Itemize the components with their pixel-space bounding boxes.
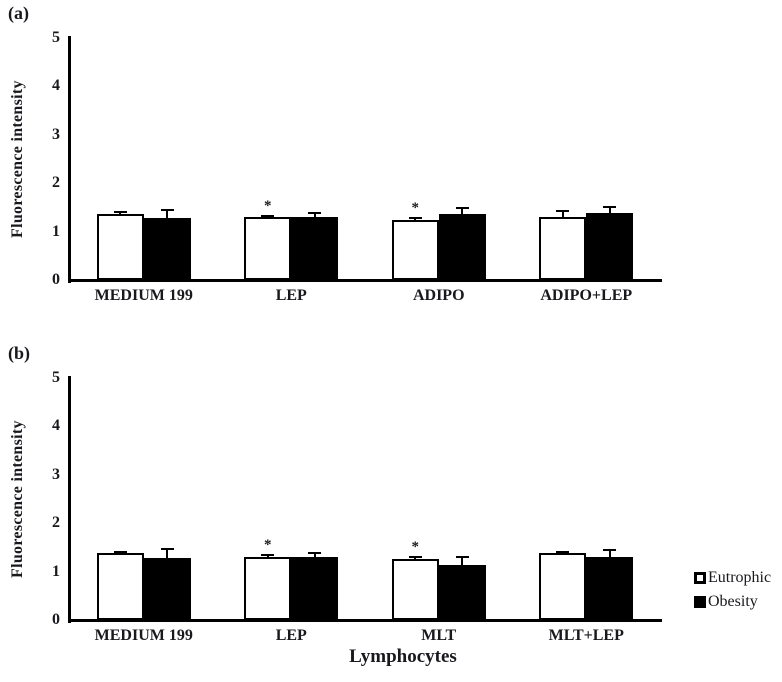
bar-eutrophic-lep [244, 217, 292, 280]
legend-label-eutrophic: Eutrophic [708, 568, 772, 586]
error-bar-cap-eutrophic-lep [261, 214, 275, 217]
y-tick-label-3: 3 [52, 465, 60, 483]
error-bar-cap-eutrophic-mlt-lep [556, 550, 570, 553]
legend-item-obesity: Obesity [694, 592, 771, 611]
y-tick-label-4: 4 [52, 77, 60, 95]
category-label-lep: LEP [275, 627, 307, 644]
error-bar-obesity-medium-199 [166, 549, 169, 558]
bar-obesity-medium-199 [143, 218, 191, 280]
error-bar-cap-eutrophic-lep [261, 554, 275, 557]
y-tick-label-0: 0 [52, 611, 60, 628]
error-bar-obesity-mlt [461, 557, 464, 565]
y-tick-label-1: 1 [52, 222, 60, 240]
bar-eutrophic-medium-199 [96, 213, 144, 280]
error-bar-obesity-lep [313, 213, 316, 218]
error-bar-cap-eutrophic-mlt [408, 556, 422, 559]
bar-chart-a: 0 1 2 3 4 5 MEDIUM 199 LEP * ADIPO * ADIPO+LEP [0, 0, 782, 340]
error-bar-cap-obesity-medium-199 [160, 208, 174, 211]
y-tick-label-5: 5 [52, 369, 60, 386]
category-label-medium-199: MEDIUM 199 [94, 627, 193, 644]
category-label-mlt-lep: MLT+LEP [548, 627, 624, 644]
error-bar-cap-eutrophic-adipo [408, 217, 422, 220]
legend-item-eutrophic: Eutrophic [694, 568, 771, 587]
x-axis-line [68, 279, 662, 282]
legend-label-obesity: Obesity [708, 592, 758, 610]
y-tick-label-2: 2 [52, 174, 60, 192]
error-bar-cap-obesity-mlt-lep [603, 548, 617, 551]
panel-a: (a) Fluorescence intensity 0 1 2 3 4 5 MEDIUM … [0, 0, 782, 340]
error-bar-eutrophic-adipo-lep [561, 211, 564, 218]
error-bar-cap-obesity-lep [308, 552, 322, 555]
black-square-icon [694, 595, 706, 608]
bar-obesity-medium-199 [143, 557, 191, 620]
error-bar-cap-eutrophic-adipo-lep [556, 210, 570, 213]
error-bar-obesity-adipo-lep [608, 206, 611, 214]
bar-obesity-mlt-lep [586, 556, 634, 620]
bar-eutrophic-mlt-lep [539, 553, 587, 620]
panel-b: (b) Fluorescence intensity 0 1 2 3 4 5 MEDIUM … [0, 340, 782, 682]
bar-eutrophic-medium-199 [96, 553, 144, 620]
error-bar-obesity-medium-199 [166, 209, 169, 219]
error-bar-cap-eutrophic-medium-199 [113, 211, 127, 214]
significance-star-lep: * [264, 537, 272, 554]
error-bar-obesity-adipo [461, 207, 464, 215]
white-square-icon [694, 571, 706, 584]
error-bar-cap-eutrophic-medium-199 [113, 551, 127, 554]
bar-obesity-mlt [438, 564, 486, 620]
y-axis-line [68, 36, 71, 283]
category-label-medium-199: MEDIUM 199 [94, 287, 193, 304]
significance-star-adipo: * [411, 200, 420, 217]
error-bar-obesity-mlt-lep [608, 549, 611, 557]
y-tick-label-2: 2 [52, 514, 60, 532]
significance-star-lep: * [264, 197, 272, 214]
y-tick-label-1: 1 [52, 562, 60, 580]
bar-obesity-adipo [438, 214, 486, 280]
legend: Eutrophic Obesity [694, 568, 771, 616]
bar-obesity-adipo-lep [586, 213, 634, 280]
x-axis-line [68, 619, 662, 622]
error-bar-cap-obesity-medium-199 [160, 548, 174, 551]
bar-eutrophic-mlt [391, 558, 439, 620]
error-bar-eutrophic-adipo [414, 218, 417, 221]
category-label-adipo: ADIPO [412, 287, 465, 304]
error-bar-obesity-lep [313, 553, 316, 557]
bar-eutrophic-adipo-lep [539, 217, 587, 280]
bar-eutrophic-adipo [391, 220, 439, 280]
bar-eutrophic-lep [244, 556, 292, 620]
error-bar-cap-obesity-mlt [455, 556, 469, 559]
bar-obesity-lep [291, 217, 339, 280]
y-axis-line [68, 376, 71, 623]
bar-chart-b: 0 1 2 3 4 5 MEDIUM 199 LEP * MLT * MLT+LEP [0, 340, 782, 682]
bar-obesity-lep [291, 556, 339, 620]
y-tick-label-4: 4 [52, 417, 60, 435]
error-bar-cap-obesity-adipo-lep [603, 205, 617, 208]
significance-star-mlt: * [411, 539, 420, 556]
y-tick-label-3: 3 [52, 125, 60, 143]
category-label-mlt: MLT [421, 627, 457, 644]
y-tick-label-0: 0 [52, 271, 60, 288]
x-axis-title-b: Lymphocytes [349, 646, 457, 667]
y-tick-label-5: 5 [52, 29, 60, 46]
category-label-lep: LEP [275, 287, 307, 304]
panel-a-label: (a) [8, 3, 29, 23]
error-bar-cap-obesity-lep [308, 212, 322, 215]
error-bar-cap-obesity-adipo [455, 206, 469, 209]
panel-b-label: (b) [8, 343, 30, 363]
category-label-adipo-lep: ADIPO+LEP [540, 287, 633, 304]
